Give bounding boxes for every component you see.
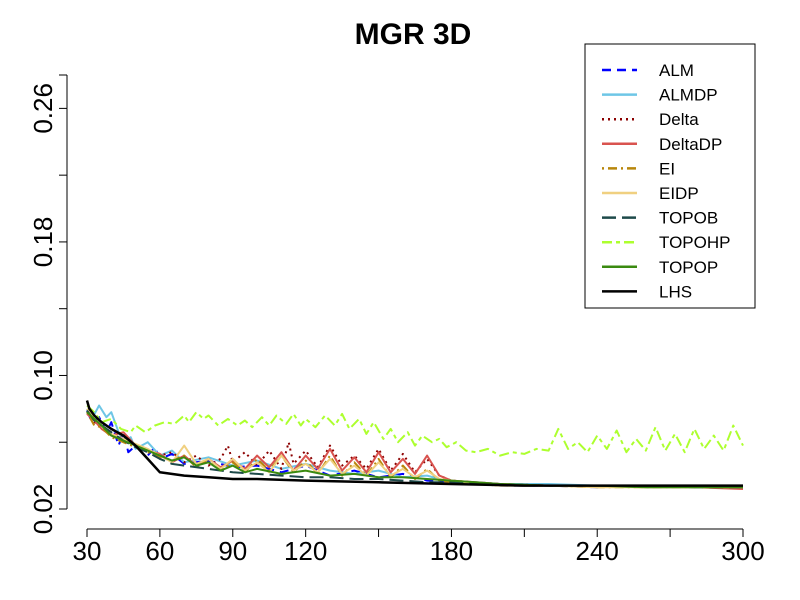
chart-title: MGR 3D (355, 18, 472, 51)
y-tick-label: 0.26 (28, 83, 58, 134)
legend-label-eidp: EIDP (659, 184, 699, 203)
series-line-topob (86, 409, 743, 489)
x-tick-label: 300 (721, 536, 764, 566)
x-tick-label: 90 (218, 536, 247, 566)
series-layer (85, 400, 744, 490)
axes: 30 60 90 120 180 240 300 0.02 0.10 0.18 0.26 (28, 74, 765, 566)
legend-label-topop: TOPOP (659, 258, 718, 277)
legend-label-delta: Delta (659, 110, 699, 129)
x-tick-label: 30 (73, 536, 102, 566)
legend-label-almdp: ALMDP (659, 86, 718, 105)
series-line-eidp (86, 408, 743, 489)
legend-label-lhs: LHS (659, 282, 692, 301)
x-tick-label: 240 (576, 536, 619, 566)
legend-label-ei: EI (659, 159, 675, 178)
series-line-topohp (86, 404, 744, 457)
series-line-lhs (85, 400, 743, 487)
legend-label-topohp: TOPOHP (659, 233, 730, 252)
x-tick-label: 120 (284, 536, 327, 566)
legend-label-deltadp: DeltaDP (659, 135, 722, 154)
x-tick-label: 180 (430, 536, 473, 566)
legend-box (584, 43, 756, 309)
legend: ALM ALMDP Delta DeltaDP EI EIDP TOPOB TOPOHP TOP… (584, 43, 756, 309)
legend-label-topob: TOPOB (659, 209, 718, 228)
x-tick-label: 60 (145, 536, 174, 566)
y-tick-label: 0.18 (28, 217, 58, 268)
legend-label-alm: ALM (659, 61, 694, 80)
y-tick-label: 0.02 (28, 484, 58, 535)
y-tick-label: 0.10 (28, 350, 58, 401)
